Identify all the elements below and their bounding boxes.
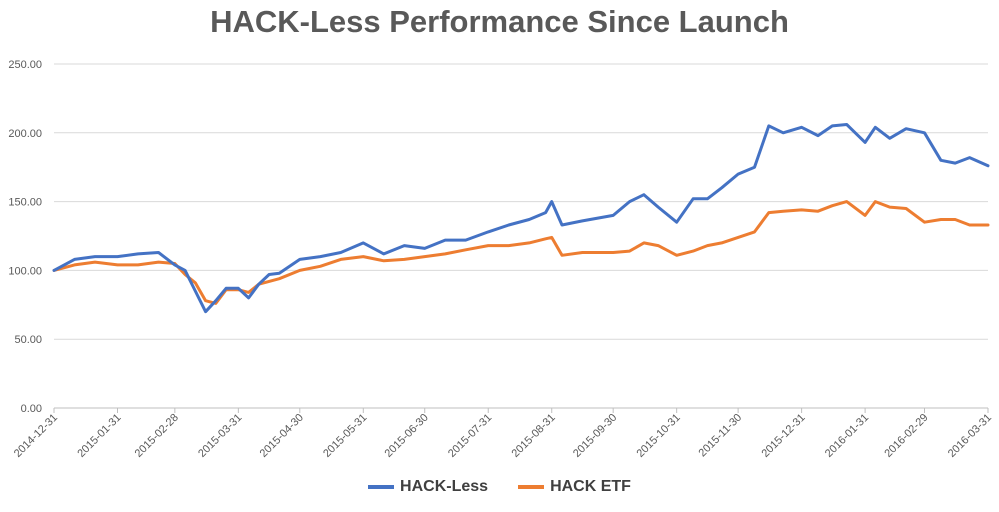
gridlines: [54, 63, 988, 409]
series-line-hack-less: [52, 123, 990, 314]
x-tick-label: 2015-01-31: [75, 412, 123, 460]
series-lines: [52, 123, 990, 314]
x-tick-label: 2015-09-30: [571, 412, 619, 460]
legend-item-hack-etf: HACK ETF: [518, 478, 631, 496]
y-tick-label: 0.00: [21, 403, 42, 415]
y-tick-label: 100.00: [8, 265, 42, 277]
legend-item-hackless: HACK-Less: [368, 478, 488, 496]
x-tick-label: 2015-04-30: [258, 412, 306, 460]
x-tick-label: 2015-08-31: [510, 412, 558, 460]
chart-title: HACK-Less Performance Since Launch: [210, 4, 789, 39]
x-tick-label: 2015-11-30: [697, 412, 745, 460]
x-tick-label: 2015-05-31: [321, 412, 369, 460]
x-tick-label: 2014-12-31: [12, 412, 60, 460]
x-tick-label: 2015-10-31: [635, 412, 683, 460]
y-tick-label: 250.00: [8, 59, 42, 71]
legend-swatch-hack-etf: [518, 485, 545, 489]
series-line-hack-etf: [52, 200, 990, 305]
legend: HACK-Less HACK ETF: [0, 478, 999, 496]
y-axis-ticks: 0.00 50.00 100.00 150.00 200.00 250.00: [8, 59, 42, 415]
legend-label-hackless: HACK-Less: [400, 478, 489, 495]
x-tick-label: 2016-01-31: [823, 412, 871, 460]
x-tick-label: 2015-03-31: [196, 412, 244, 460]
x-tick-label: 2016-02-29: [882, 412, 930, 460]
x-tick-label: 2015-02-28: [133, 412, 181, 460]
legend-swatch-hackless: [368, 485, 395, 489]
y-tick-label: 50.00: [14, 334, 42, 346]
y-tick-label: 200.00: [8, 128, 42, 140]
x-tick-label: 2015-07-31: [446, 412, 494, 460]
x-axis: 2014-12-31 2015-01-31 2015-02-28 2015-03-31…: [12, 407, 994, 460]
x-tick-label: 2015-06-30: [383, 412, 431, 460]
y-tick-label: 150.00: [8, 197, 42, 209]
legend-label-hack-etf: HACK ETF: [550, 478, 631, 495]
x-tick-label: 2015-12-31: [759, 412, 807, 460]
x-tick-label: 2016-03-31: [946, 412, 994, 460]
